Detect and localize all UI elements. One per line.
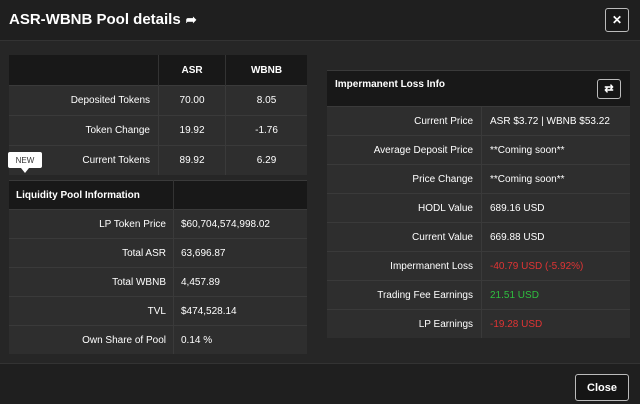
token-table-header: ASR WBNB [9, 55, 307, 86]
table-row: LP Token Price $60,704,574,998.02 [9, 209, 307, 239]
impermanent-loss-table: Impermanent Loss Info ⇄ Current Price AS… [327, 70, 630, 338]
asr-value: 19.92 [158, 115, 227, 146]
wbnb-value: 6.29 [225, 145, 307, 175]
share-icon[interactable]: ➦ [185, 11, 197, 27]
row-label: LP Earnings [327, 309, 482, 338]
token-table: ASR WBNB Deposited Tokens 70.00 8.05 Tok… [9, 55, 307, 175]
table-row: LP Earnings -19.28 USD [327, 309, 630, 338]
table-row: Impermanent Loss -40.79 USD (-5.92%) [327, 251, 630, 281]
lp-earnings-value: -19.28 USD [481, 309, 630, 338]
token-header-empty [9, 55, 159, 86]
new-badge: NEW [8, 152, 42, 173]
row-label: Own Share of Pool [9, 325, 174, 354]
table-row: Token Change 19.92 -1.76 [9, 115, 307, 146]
row-label: Deposited Tokens [9, 85, 159, 116]
row-label: Impermanent Loss [327, 251, 482, 281]
modal-header: ASR-WBNB Pool details ➦ ✕ [0, 0, 640, 41]
close-icon[interactable]: ✕ [605, 8, 629, 32]
impermanent-header-cell: Impermanent Loss Info ⇄ [327, 70, 630, 107]
liquidity-header-empty [173, 180, 307, 210]
row-label: Trading Fee Earnings [327, 280, 482, 310]
table-row: Current Value 669.88 USD [327, 222, 630, 252]
trading-fee-value: 21.51 USD [481, 280, 630, 310]
table-row: Price Change **Coming soon** [327, 164, 630, 194]
table-row: Trading Fee Earnings 21.51 USD [327, 280, 630, 310]
row-label: TVL [9, 296, 174, 326]
modal-title-text: ASR-WBNB Pool details [9, 11, 181, 28]
modal-title: ASR-WBNB Pool details ➦ [9, 11, 197, 28]
row-value: **Coming soon** [481, 135, 630, 165]
table-row: Average Deposit Price **Coming soon** [327, 135, 630, 165]
wbnb-value: -1.76 [225, 115, 307, 146]
row-label: Token Change [9, 115, 159, 146]
modal-footer: Close [0, 363, 640, 404]
swap-icon[interactable]: ⇄ [597, 78, 621, 99]
row-label: Total ASR [9, 238, 174, 268]
table-row: TVL $474,528.14 [9, 296, 307, 326]
asr-value: 70.00 [158, 85, 227, 116]
row-value: ASR $3.72 | WBNB $53.22 [481, 106, 630, 136]
row-label: Price Change [327, 164, 482, 194]
close-button[interactable]: Close [575, 374, 629, 401]
token-header-asr: ASR [158, 55, 227, 86]
table-row: Current Price ASR $3.72 | WBNB $53.22 [327, 106, 630, 136]
row-label: Current Value [327, 222, 482, 252]
row-label: Total WBNB [9, 267, 174, 297]
wbnb-value: 8.05 [225, 85, 307, 116]
row-value: 689.16 USD [481, 193, 630, 223]
row-value: **Coming soon** [481, 164, 630, 194]
table-row: HODL Value 689.16 USD [327, 193, 630, 223]
liquidity-header: Liquidity Pool Information [9, 180, 307, 210]
row-value: 4,457.89 [173, 267, 307, 297]
row-label: Average Deposit Price [327, 135, 482, 165]
liquidity-table: Liquidity Pool Information LP Token Pric… [9, 180, 307, 354]
impermanent-title: Impermanent Loss Info [335, 78, 446, 90]
token-header-wbnb: WBNB [225, 55, 307, 86]
row-value: 0.14 % [173, 325, 307, 354]
row-label: HODL Value [327, 193, 482, 223]
row-label: LP Token Price [9, 209, 174, 239]
impermanent-loss-value: -40.79 USD (-5.92%) [481, 251, 630, 281]
row-value: $60,704,574,998.02 [173, 209, 307, 239]
row-value: $474,528.14 [173, 296, 307, 326]
table-row: Deposited Tokens 70.00 8.05 [9, 85, 307, 116]
table-row: Current Tokens 89.92 6.29 [9, 145, 307, 175]
table-row: Total ASR 63,696.87 [9, 238, 307, 268]
liquidity-title: Liquidity Pool Information [9, 180, 174, 210]
table-row: Own Share of Pool 0.14 % [9, 325, 307, 354]
asr-value: 89.92 [158, 145, 227, 175]
row-label: Current Price [327, 106, 482, 136]
row-value: 63,696.87 [173, 238, 307, 268]
impermanent-header: Impermanent Loss Info ⇄ [327, 70, 630, 107]
table-row: Total WBNB 4,457.89 [9, 267, 307, 297]
row-value: 669.88 USD [481, 222, 630, 252]
